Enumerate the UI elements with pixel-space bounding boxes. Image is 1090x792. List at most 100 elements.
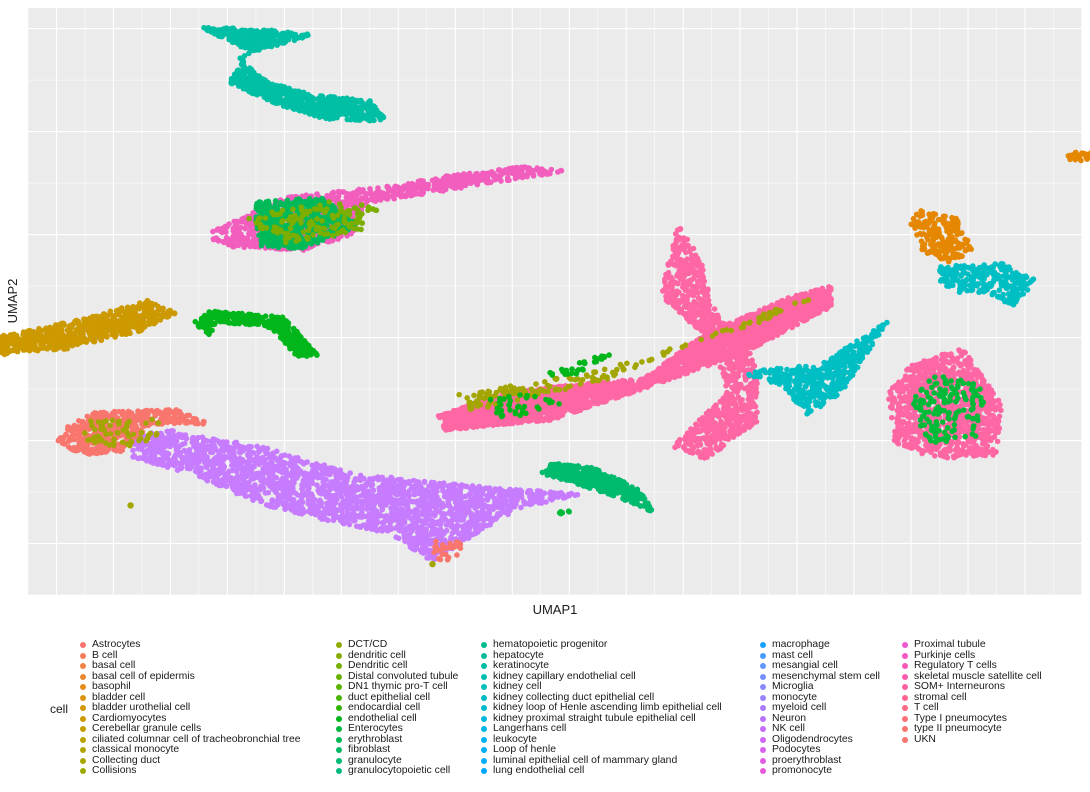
data-point <box>40 336 46 342</box>
data-point <box>395 184 401 190</box>
data-point <box>293 331 299 337</box>
data-point <box>236 311 242 317</box>
data-point <box>231 237 237 243</box>
data-point <box>277 100 283 106</box>
data-point <box>250 319 256 325</box>
data-point <box>80 338 86 344</box>
data-point <box>215 309 221 315</box>
data-point <box>459 176 465 182</box>
data-point <box>516 172 522 178</box>
data-point <box>219 34 225 40</box>
data-point <box>103 316 109 322</box>
data-point <box>332 195 338 201</box>
data-point <box>166 310 172 316</box>
data-point <box>540 168 546 174</box>
data-point <box>284 326 290 332</box>
data-point <box>327 116 333 122</box>
data-point <box>263 240 269 246</box>
data-point <box>281 84 287 90</box>
data-point <box>247 39 253 45</box>
data-point <box>268 325 274 331</box>
data-point <box>262 84 268 90</box>
data-point <box>303 199 309 205</box>
data-point <box>226 26 232 32</box>
data-point <box>123 332 129 338</box>
data-point <box>249 241 255 247</box>
data-point <box>51 347 57 353</box>
data-point <box>94 314 100 320</box>
data-point <box>237 38 243 44</box>
data-point <box>279 327 285 333</box>
data-point <box>259 207 265 213</box>
data-point <box>293 349 299 355</box>
data-point <box>221 313 227 319</box>
data-point <box>42 345 48 351</box>
data-point <box>247 65 253 71</box>
data-point <box>65 333 71 339</box>
data-point <box>251 70 257 76</box>
data-point <box>480 177 486 183</box>
data-point <box>305 92 311 98</box>
data-point <box>441 176 447 182</box>
data-point <box>288 102 294 108</box>
data-point <box>405 187 411 193</box>
data-point <box>305 97 311 103</box>
data-point <box>31 329 37 335</box>
data-point <box>326 239 332 245</box>
data-point <box>330 109 336 115</box>
data-point <box>273 315 279 321</box>
data-point <box>235 78 241 84</box>
data-point <box>352 196 358 202</box>
data-point <box>367 118 373 124</box>
data-point <box>291 33 297 39</box>
data-point <box>506 178 512 184</box>
data-point <box>310 97 316 103</box>
data-point <box>263 313 269 319</box>
panel-background <box>28 8 1082 595</box>
data-point <box>334 115 340 121</box>
data-point <box>256 45 262 51</box>
data-point <box>236 321 242 327</box>
data-point <box>261 90 267 96</box>
data-point <box>390 188 396 194</box>
data-point <box>91 339 97 345</box>
data-point <box>14 340 20 346</box>
data-point <box>250 46 256 52</box>
data-point <box>223 229 229 235</box>
data-point <box>466 176 472 182</box>
data-point <box>335 100 341 106</box>
data-point <box>146 300 152 306</box>
data-point <box>77 325 83 331</box>
data-point <box>299 33 305 39</box>
data-point <box>65 328 71 334</box>
data-point <box>206 25 212 31</box>
data-point <box>488 180 494 186</box>
data-point <box>303 106 309 112</box>
data-point <box>216 238 222 244</box>
data-point <box>197 322 203 328</box>
data-point <box>160 306 166 312</box>
data-point <box>224 224 230 230</box>
data-point <box>264 199 270 205</box>
data-point <box>224 240 230 246</box>
data-point <box>108 309 114 315</box>
data-point <box>295 96 301 102</box>
data-point <box>345 117 351 123</box>
data-point <box>361 113 367 119</box>
data-point <box>87 327 93 333</box>
data-point <box>295 107 301 113</box>
data-point <box>295 225 301 231</box>
data-point <box>269 35 275 41</box>
data-point <box>524 174 530 180</box>
data-point <box>234 220 240 226</box>
data-point <box>238 225 244 231</box>
data-point <box>4 348 10 354</box>
data-point <box>365 107 371 113</box>
data-point <box>342 105 348 111</box>
data-point <box>292 38 298 44</box>
data-point <box>313 351 319 357</box>
data-point <box>291 326 297 332</box>
data-point <box>262 232 268 238</box>
data-point <box>284 331 290 337</box>
data-point <box>266 95 272 101</box>
